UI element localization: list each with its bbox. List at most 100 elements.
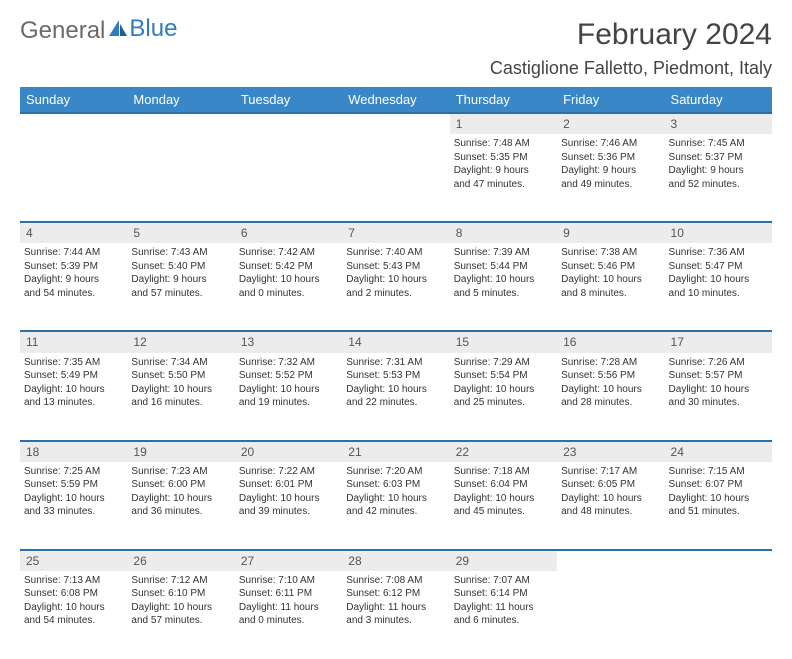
sunrise-text: Sunrise: 7:26 AM xyxy=(669,356,768,370)
day-number-cell xyxy=(342,113,449,134)
sunset-text: Sunset: 5:46 PM xyxy=(561,260,660,274)
day-number-cell: 8 xyxy=(450,222,557,243)
sunset-text: Sunset: 5:59 PM xyxy=(24,478,123,492)
sunrise-text: Sunrise: 7:36 AM xyxy=(669,246,768,260)
daylight-text-2: and 6 minutes. xyxy=(454,614,553,628)
day-content-row: Sunrise: 7:25 AMSunset: 5:59 PMDaylight:… xyxy=(20,462,772,550)
day-number-cell: 12 xyxy=(127,331,234,352)
daylight-text-1: Daylight: 9 hours xyxy=(454,164,553,178)
day-number-cell xyxy=(557,550,664,571)
day-number-cell: 22 xyxy=(450,441,557,462)
day-number-cell xyxy=(127,113,234,134)
sunrise-text: Sunrise: 7:12 AM xyxy=(131,574,230,588)
day-number-cell: 23 xyxy=(557,441,664,462)
day-number-cell: 11 xyxy=(20,331,127,352)
daylight-text-2: and 54 minutes. xyxy=(24,614,123,628)
sunset-text: Sunset: 5:53 PM xyxy=(346,369,445,383)
day-cell: Sunrise: 7:39 AMSunset: 5:44 PMDaylight:… xyxy=(450,243,557,331)
day-number-cell: 5 xyxy=(127,222,234,243)
sunrise-text: Sunrise: 7:08 AM xyxy=(346,574,445,588)
daylight-text-2: and 16 minutes. xyxy=(131,396,230,410)
sunrise-text: Sunrise: 7:20 AM xyxy=(346,465,445,479)
daylight-text-2: and 0 minutes. xyxy=(239,614,338,628)
day-cell: Sunrise: 7:20 AMSunset: 6:03 PMDaylight:… xyxy=(342,462,449,550)
brand-part1: General xyxy=(20,19,105,43)
sunrise-text: Sunrise: 7:25 AM xyxy=(24,465,123,479)
sunset-text: Sunset: 6:00 PM xyxy=(131,478,230,492)
day-number-row: 11121314151617 xyxy=(20,331,772,352)
sunrise-text: Sunrise: 7:43 AM xyxy=(131,246,230,260)
day-number-cell: 20 xyxy=(235,441,342,462)
daylight-text-2: and 30 minutes. xyxy=(669,396,768,410)
daylight-text-1: Daylight: 10 hours xyxy=(239,383,338,397)
daylight-text-1: Daylight: 11 hours xyxy=(454,601,553,615)
sunrise-text: Sunrise: 7:39 AM xyxy=(454,246,553,260)
daylight-text-1: Daylight: 10 hours xyxy=(131,601,230,615)
sunset-text: Sunset: 5:39 PM xyxy=(24,260,123,274)
sunrise-text: Sunrise: 7:29 AM xyxy=(454,356,553,370)
day-header: Saturday xyxy=(665,87,772,113)
sunset-text: Sunset: 6:14 PM xyxy=(454,587,553,601)
day-number-cell: 29 xyxy=(450,550,557,571)
day-cell: Sunrise: 7:29 AMSunset: 5:54 PMDaylight:… xyxy=(450,353,557,441)
day-cell: Sunrise: 7:10 AMSunset: 6:11 PMDaylight:… xyxy=(235,571,342,659)
daylight-text-2: and 0 minutes. xyxy=(239,287,338,301)
sunrise-text: Sunrise: 7:44 AM xyxy=(24,246,123,260)
sunset-text: Sunset: 5:36 PM xyxy=(561,151,660,165)
daylight-text-2: and 42 minutes. xyxy=(346,505,445,519)
day-content-row: Sunrise: 7:13 AMSunset: 6:08 PMDaylight:… xyxy=(20,571,772,659)
day-cell xyxy=(665,571,772,659)
day-number-cell: 3 xyxy=(665,113,772,134)
day-number-cell: 6 xyxy=(235,222,342,243)
day-cell xyxy=(342,134,449,222)
daylight-text-1: Daylight: 11 hours xyxy=(346,601,445,615)
day-header: Tuesday xyxy=(235,87,342,113)
day-cell: Sunrise: 7:07 AMSunset: 6:14 PMDaylight:… xyxy=(450,571,557,659)
brand-logo: General Blue xyxy=(20,18,177,43)
daylight-text-1: Daylight: 9 hours xyxy=(131,273,230,287)
daylight-text-1: Daylight: 10 hours xyxy=(669,492,768,506)
day-cell: Sunrise: 7:36 AMSunset: 5:47 PMDaylight:… xyxy=(665,243,772,331)
day-number-row: 2526272829 xyxy=(20,550,772,571)
sunrise-text: Sunrise: 7:10 AM xyxy=(239,574,338,588)
calendar-header-row: SundayMondayTuesdayWednesdayThursdayFrid… xyxy=(20,87,772,113)
daylight-text-2: and 48 minutes. xyxy=(561,505,660,519)
sunset-text: Sunset: 5:43 PM xyxy=(346,260,445,274)
day-cell: Sunrise: 7:45 AMSunset: 5:37 PMDaylight:… xyxy=(665,134,772,222)
day-cell: Sunrise: 7:44 AMSunset: 5:39 PMDaylight:… xyxy=(20,243,127,331)
day-cell: Sunrise: 7:48 AMSunset: 5:35 PMDaylight:… xyxy=(450,134,557,222)
daylight-text-2: and 54 minutes. xyxy=(24,287,123,301)
sunrise-text: Sunrise: 7:38 AM xyxy=(561,246,660,260)
day-cell: Sunrise: 7:18 AMSunset: 6:04 PMDaylight:… xyxy=(450,462,557,550)
day-cell: Sunrise: 7:42 AMSunset: 5:42 PMDaylight:… xyxy=(235,243,342,331)
day-header: Friday xyxy=(557,87,664,113)
day-number-cell: 24 xyxy=(665,441,772,462)
daylight-text-1: Daylight: 10 hours xyxy=(24,383,123,397)
sunset-text: Sunset: 5:37 PM xyxy=(669,151,768,165)
daylight-text-1: Daylight: 11 hours xyxy=(239,601,338,615)
daylight-text-1: Daylight: 10 hours xyxy=(561,492,660,506)
daylight-text-1: Daylight: 9 hours xyxy=(669,164,768,178)
day-cell xyxy=(20,134,127,222)
daylight-text-2: and 22 minutes. xyxy=(346,396,445,410)
day-number-row: 45678910 xyxy=(20,222,772,243)
daylight-text-1: Daylight: 10 hours xyxy=(24,492,123,506)
daylight-text-2: and 36 minutes. xyxy=(131,505,230,519)
sunrise-text: Sunrise: 7:07 AM xyxy=(454,574,553,588)
day-cell: Sunrise: 7:25 AMSunset: 5:59 PMDaylight:… xyxy=(20,462,127,550)
sunset-text: Sunset: 5:47 PM xyxy=(669,260,768,274)
day-number-cell xyxy=(235,113,342,134)
daylight-text-2: and 28 minutes. xyxy=(561,396,660,410)
daylight-text-2: and 8 minutes. xyxy=(561,287,660,301)
month-title: February 2024 xyxy=(490,18,772,52)
day-number-cell xyxy=(20,113,127,134)
sunset-text: Sunset: 6:03 PM xyxy=(346,478,445,492)
sunset-text: Sunset: 5:40 PM xyxy=(131,260,230,274)
sunrise-text: Sunrise: 7:13 AM xyxy=(24,574,123,588)
day-cell: Sunrise: 7:43 AMSunset: 5:40 PMDaylight:… xyxy=(127,243,234,331)
daylight-text-2: and 57 minutes. xyxy=(131,614,230,628)
sail-icon xyxy=(107,18,129,43)
sunset-text: Sunset: 6:01 PM xyxy=(239,478,338,492)
title-block: February 2024 Castiglione Falletto, Pied… xyxy=(490,18,772,79)
day-number-cell: 28 xyxy=(342,550,449,571)
